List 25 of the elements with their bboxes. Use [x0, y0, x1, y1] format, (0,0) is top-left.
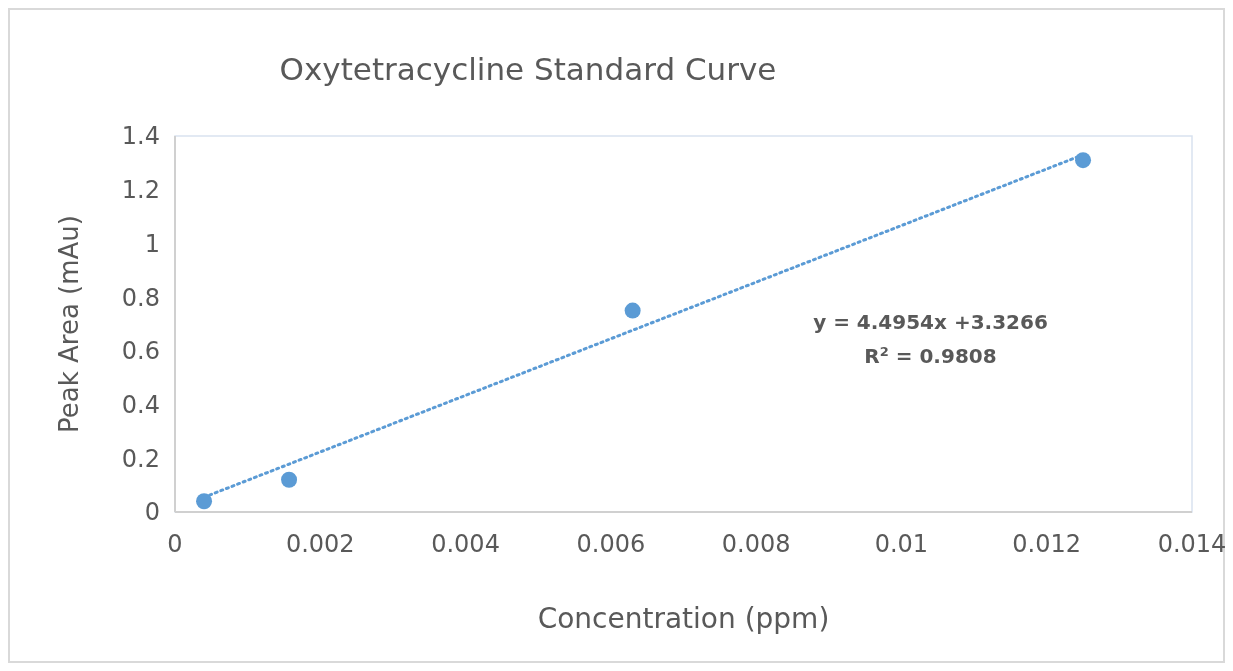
y-axis-title: Peak Area (mAu) — [54, 215, 84, 433]
y-tick-label: 1.2 — [121, 176, 160, 205]
y-tick-label: 0.4 — [121, 390, 160, 419]
y-tick-label: 0.6 — [121, 337, 160, 366]
point — [1075, 152, 1092, 169]
chart-title: Oxytetracycline Standard Curve — [279, 51, 777, 87]
point — [281, 471, 298, 488]
x-tick-label: 0.01 — [874, 530, 929, 558]
x-tick-label: 0.008 — [721, 530, 791, 558]
x-tick-label: 0.002 — [285, 530, 355, 558]
x-axis-title: Concentration (ppm) — [537, 602, 830, 635]
x-tick-label: 0.004 — [431, 530, 500, 558]
point — [196, 493, 213, 510]
annotation: R$^{2}$ = 0.9808 — [864, 343, 997, 369]
y-tick-label: 0 — [144, 498, 160, 527]
annotation: y = 4.4954x +3.3266 — [813, 310, 1048, 335]
point — [624, 302, 641, 319]
x-tick-label: 0.014 — [1157, 530, 1227, 558]
y-tick-label: 0.2 — [121, 444, 160, 473]
y-tick-label: 0.8 — [121, 283, 160, 312]
x-tick-label: 0.006 — [576, 530, 646, 558]
y-tick-label: 1.4 — [121, 122, 160, 151]
x-tick-label: 0 — [167, 530, 183, 558]
y-tick-label: 1 — [144, 229, 160, 258]
x-tick-label: 0.012 — [1012, 530, 1082, 558]
